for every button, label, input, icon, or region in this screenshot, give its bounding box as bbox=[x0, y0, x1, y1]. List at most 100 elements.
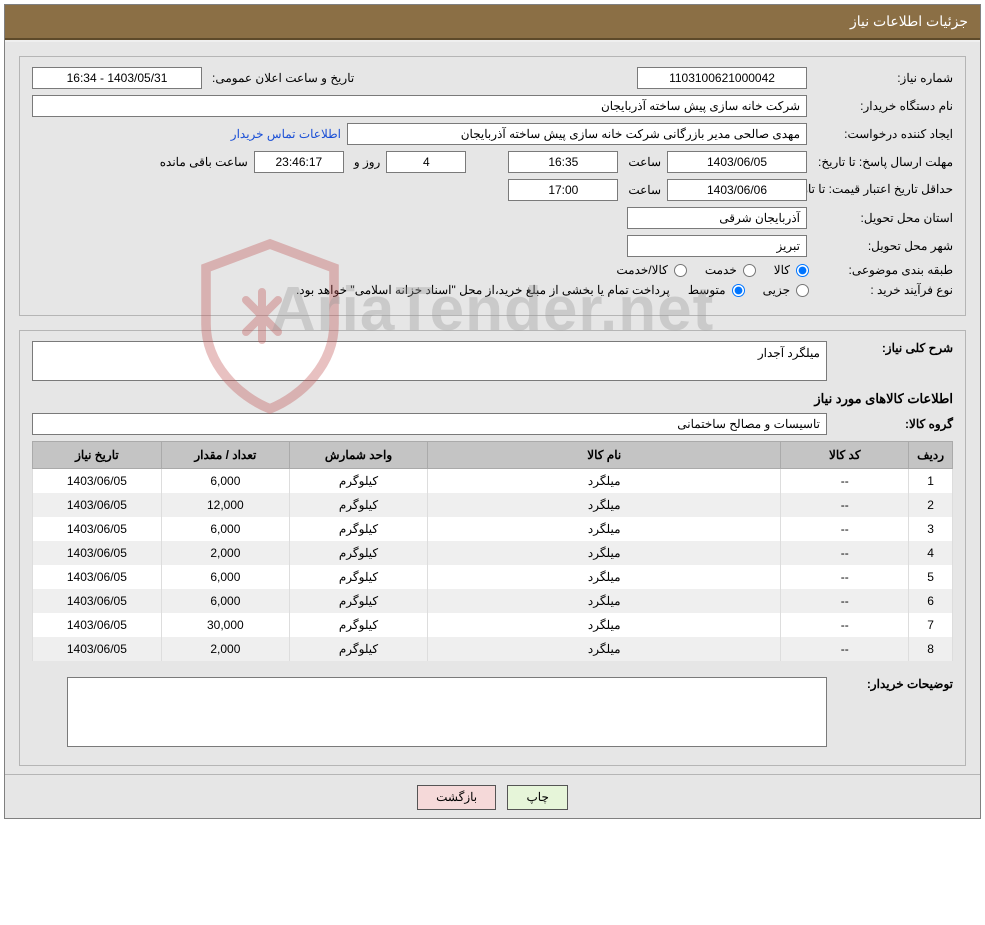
label-day-and: روز و bbox=[350, 155, 381, 169]
row-city: شهر محل تحویل: تبریز bbox=[32, 235, 953, 257]
value-need-desc: میلگرد آجدار bbox=[32, 341, 827, 381]
buyer-contact-link[interactable]: اطلاعات تماس خریدار bbox=[231, 127, 341, 141]
cell-idx: 2 bbox=[909, 493, 953, 517]
cell-unit: کیلوگرم bbox=[289, 517, 427, 541]
back-button[interactable]: بازگشت bbox=[417, 785, 496, 810]
radio-good-label: کالا bbox=[774, 263, 790, 277]
table-header-row: ردیف کد کالا نام کالا واحد شمارش تعداد /… bbox=[33, 442, 953, 469]
cell-name: میلگرد bbox=[428, 565, 781, 589]
table-row: 4--میلگردکیلوگرم2,0001403/06/05 bbox=[33, 541, 953, 565]
value-price-valid-date: 1403/06/06 bbox=[667, 179, 807, 201]
cell-code: -- bbox=[781, 493, 909, 517]
cell-idx: 5 bbox=[909, 565, 953, 589]
th-row: ردیف bbox=[909, 442, 953, 469]
label-need-desc: شرح کلی نیاز: bbox=[833, 341, 953, 355]
label-province: استان محل تحویل: bbox=[813, 211, 953, 225]
cell-idx: 8 bbox=[909, 637, 953, 661]
table-row: 5--میلگردکیلوگرم6,0001403/06/05 bbox=[33, 565, 953, 589]
label-request-creator: ایجاد کننده درخواست: bbox=[813, 127, 953, 141]
radio-service-label: خدمت bbox=[705, 263, 737, 277]
cell-name: میلگرد bbox=[428, 613, 781, 637]
value-deadline-time: 16:35 bbox=[508, 151, 618, 173]
value-announce-datetime: 1403/05/31 - 16:34 bbox=[32, 67, 202, 89]
value-price-valid-time: 17:00 bbox=[508, 179, 618, 201]
button-row: چاپ بازگشت bbox=[5, 774, 980, 818]
cell-date: 1403/06/05 bbox=[33, 565, 162, 589]
cell-date: 1403/06/05 bbox=[33, 589, 162, 613]
cell-qty: 6,000 bbox=[161, 469, 289, 494]
cell-qty: 2,000 bbox=[161, 541, 289, 565]
value-request-creator: مهدی صالحی مدیر بازرگانی شرکت خانه سازی … bbox=[347, 123, 807, 145]
label-min-price-validity: حداقل تاریخ اعتبار قیمت: تا تاریخ: bbox=[813, 182, 953, 198]
radio-medium-label: متوسط bbox=[688, 283, 726, 297]
radio-good-service[interactable] bbox=[674, 264, 687, 277]
header-divider bbox=[5, 40, 980, 42]
radio-service[interactable] bbox=[743, 264, 756, 277]
radio-good-service-label: کالا/خدمت bbox=[616, 263, 667, 277]
cell-qty: 2,000 bbox=[161, 637, 289, 661]
row-response-deadline: مهلت ارسال پاسخ: تا تاریخ: 1403/06/05 سا… bbox=[32, 151, 953, 173]
radio-medium[interactable] bbox=[732, 284, 745, 297]
cell-unit: کیلوگرم bbox=[289, 469, 427, 494]
row-good-group: گروه کالا: تاسیسات و مصالح ساختمانی bbox=[32, 413, 953, 435]
label-response-deadline: مهلت ارسال پاسخ: تا تاریخ: bbox=[813, 155, 953, 169]
value-need-number: 1103100621000042 bbox=[637, 67, 807, 89]
cell-name: میلگرد bbox=[428, 541, 781, 565]
cell-date: 1403/06/05 bbox=[33, 541, 162, 565]
label-remaining-hour: ساعت باقی مانده bbox=[156, 155, 248, 169]
section-needed-goods: اطلاعات کالاهای مورد نیاز bbox=[32, 391, 953, 407]
table-row: 3--میلگردکیلوگرم6,0001403/06/05 bbox=[33, 517, 953, 541]
cell-qty: 6,000 bbox=[161, 589, 289, 613]
row-need-number: شماره نیاز: 1103100621000042 تاریخ و ساع… bbox=[32, 67, 953, 89]
value-buyer-org: شرکت خانه سازی پیش ساخته آذربایجان bbox=[32, 95, 807, 117]
cell-unit: کیلوگرم bbox=[289, 493, 427, 517]
radio-minor[interactable] bbox=[796, 284, 809, 297]
row-buyer-org: نام دستگاه خریدار: شرکت خانه سازی پیش سا… bbox=[32, 95, 953, 117]
cell-idx: 7 bbox=[909, 613, 953, 637]
th-unit: واحد شمارش bbox=[289, 442, 427, 469]
table-row: 6--میلگردکیلوگرم6,0001403/06/05 bbox=[33, 589, 953, 613]
cell-qty: 6,000 bbox=[161, 517, 289, 541]
label-good-group: گروه کالا: bbox=[833, 417, 953, 431]
funding-note: پرداخت تمام یا بخشی از مبلغ خرید،از محل … bbox=[296, 283, 670, 297]
value-buyer-notes[interactable] bbox=[67, 677, 827, 747]
row-subject-class: طبقه بندی موضوعی: کالا خدمت کالا/خدمت bbox=[32, 263, 953, 277]
cell-qty: 12,000 bbox=[161, 493, 289, 517]
table-row: 1--میلگردکیلوگرم6,0001403/06/05 bbox=[33, 469, 953, 494]
value-remaining-time: 23:46:17 bbox=[254, 151, 344, 173]
row-buyer-notes: توضیحات خریدار: bbox=[32, 677, 953, 747]
cell-date: 1403/06/05 bbox=[33, 613, 162, 637]
cell-unit: کیلوگرم bbox=[289, 565, 427, 589]
page-title: جزئیات اطلاعات نیاز bbox=[850, 13, 968, 29]
value-city: تبریز bbox=[627, 235, 807, 257]
value-good-group: تاسیسات و مصالح ساختمانی bbox=[32, 413, 827, 435]
cell-code: -- bbox=[781, 637, 909, 661]
cell-idx: 1 bbox=[909, 469, 953, 494]
label-hour-1: ساعت bbox=[624, 155, 661, 169]
radio-good[interactable] bbox=[796, 264, 809, 277]
label-buyer-org: نام دستگاه خریدار: bbox=[813, 99, 953, 113]
label-need-number: شماره نیاز: bbox=[813, 71, 953, 85]
cell-unit: کیلوگرم bbox=[289, 541, 427, 565]
cell-code: -- bbox=[781, 589, 909, 613]
label-buyer-notes: توضیحات خریدار: bbox=[833, 677, 953, 691]
value-deadline-date: 1403/06/05 bbox=[667, 151, 807, 173]
need-info-panel: شماره نیاز: 1103100621000042 تاریخ و ساع… bbox=[19, 56, 966, 316]
cell-code: -- bbox=[781, 469, 909, 494]
cell-idx: 3 bbox=[909, 517, 953, 541]
need-detail-panel: شرح کلی نیاز: میلگرد آجدار اطلاعات کالاه… bbox=[19, 330, 966, 766]
th-qty: تعداد / مقدار bbox=[161, 442, 289, 469]
cell-date: 1403/06/05 bbox=[33, 493, 162, 517]
cell-name: میلگرد bbox=[428, 637, 781, 661]
cell-code: -- bbox=[781, 541, 909, 565]
goods-table: ردیف کد کالا نام کالا واحد شمارش تعداد /… bbox=[32, 441, 953, 661]
label-subject-class: طبقه بندی موضوعی: bbox=[813, 263, 953, 277]
cell-name: میلگرد bbox=[428, 493, 781, 517]
th-good-code: کد کالا bbox=[781, 442, 909, 469]
value-province: آذربایجان شرقی bbox=[627, 207, 807, 229]
print-button[interactable]: چاپ bbox=[507, 785, 567, 810]
cell-date: 1403/06/05 bbox=[33, 637, 162, 661]
cell-code: -- bbox=[781, 565, 909, 589]
label-city: شهر محل تحویل: bbox=[813, 239, 953, 253]
table-row: 2--میلگردکیلوگرم12,0001403/06/05 bbox=[33, 493, 953, 517]
